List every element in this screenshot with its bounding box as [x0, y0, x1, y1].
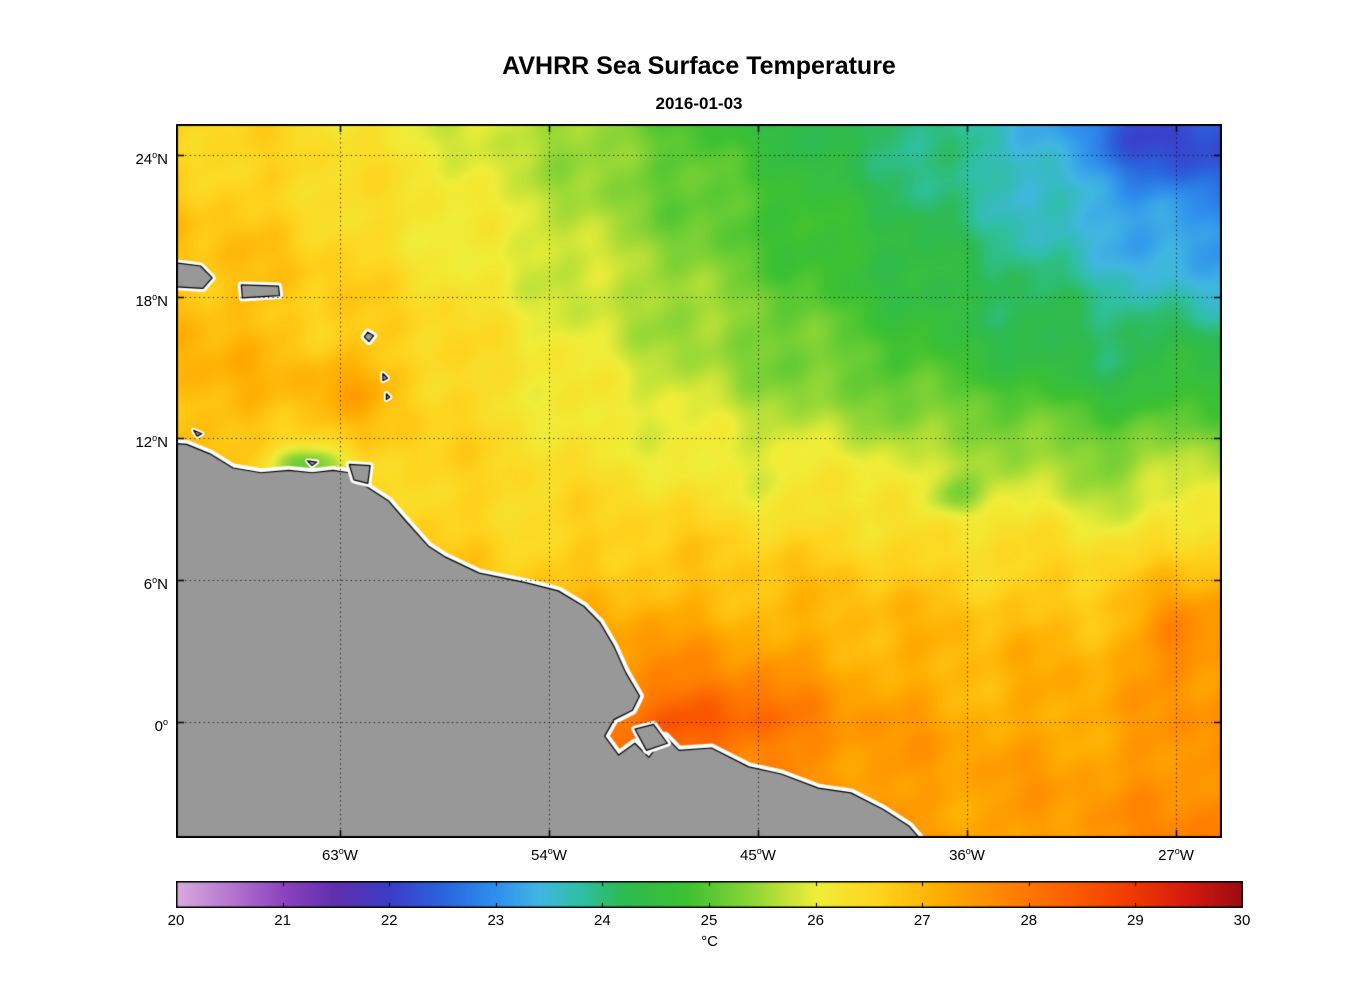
colorbar	[176, 881, 1243, 908]
y-tick-label: 0o	[154, 716, 168, 735]
colorbar-tick-label: 27	[913, 912, 931, 929]
colorbar-tick-label: 26	[807, 912, 824, 929]
colorbar-tick-label: 21	[274, 912, 291, 929]
x-tick-label: 36oW	[949, 846, 985, 864]
sst-map-canvas	[176, 124, 1222, 838]
colorbar-tick-label: 20	[167, 912, 185, 929]
colorbar-tick-label: 23	[487, 912, 505, 929]
colorbar-tick-label: 25	[700, 912, 718, 929]
y-tick-label: 24oN	[135, 149, 168, 168]
colorbar-tick-label: 29	[1127, 912, 1144, 929]
colorbar-tick-label: 30	[1233, 912, 1251, 929]
x-tick-label: 27oW	[1158, 846, 1194, 864]
colorbar-unit-label: °C	[701, 933, 718, 950]
x-tick-label: 63oW	[322, 846, 358, 864]
y-tick-label: 6oN	[143, 575, 168, 594]
x-tick-label: 45oW	[740, 846, 776, 864]
x-tick-label: 54oW	[531, 846, 567, 864]
colorbar-tick-label: 22	[380, 912, 398, 929]
figure-title: AVHRR Sea Surface Temperature	[502, 52, 896, 80]
y-tick-label: 12oN	[135, 433, 168, 452]
figure-subtitle: 2016-01-03	[655, 94, 743, 113]
y-tick-label: 18oN	[135, 291, 168, 310]
colorbar-tick-label: 24	[594, 912, 611, 929]
colorbar-tick-label: 28	[1020, 912, 1038, 929]
